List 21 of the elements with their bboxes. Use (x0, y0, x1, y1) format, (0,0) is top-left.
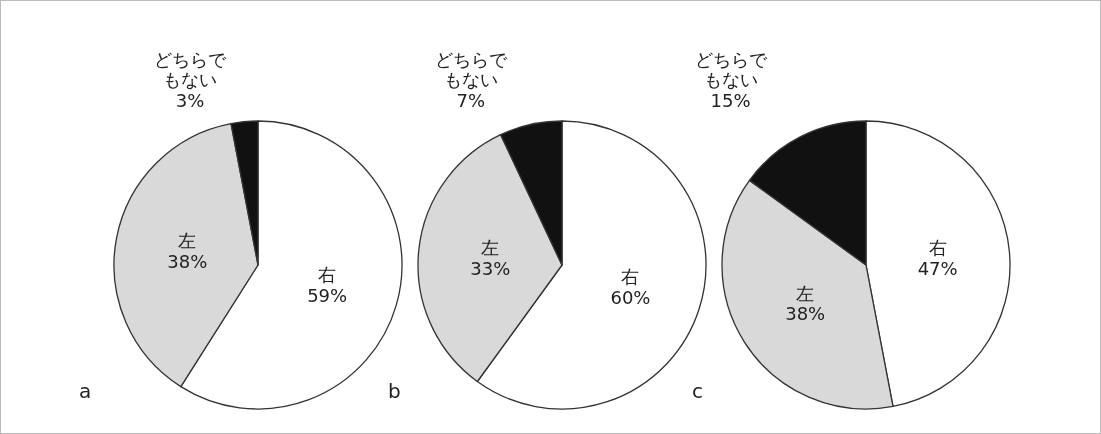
slice-label: 右 (318, 264, 337, 286)
text: b (388, 379, 401, 403)
data-label: 60% (610, 286, 651, 308)
text: c (692, 379, 703, 403)
slice-label: 左 (178, 230, 197, 252)
data-label: 33% (470, 257, 511, 279)
slice-label: 右 (621, 266, 640, 288)
data-label: 15% (710, 89, 751, 111)
data-label: 47% (917, 257, 958, 279)
slice-label: 右 (928, 237, 947, 259)
text: a (79, 379, 92, 403)
slice-label: 左 (796, 282, 815, 304)
data-label: 59% (307, 284, 348, 306)
data-label: 38% (785, 303, 826, 325)
slice-label: どちらでもない (694, 48, 768, 91)
data-label: 3% (175, 89, 205, 111)
data-label: 7% (456, 89, 486, 111)
slice-label: どちらでもない (434, 48, 508, 91)
slice-label: 左 (481, 237, 500, 259)
slice-label: どちらでもない (153, 48, 227, 91)
data-label: 38% (167, 251, 208, 273)
